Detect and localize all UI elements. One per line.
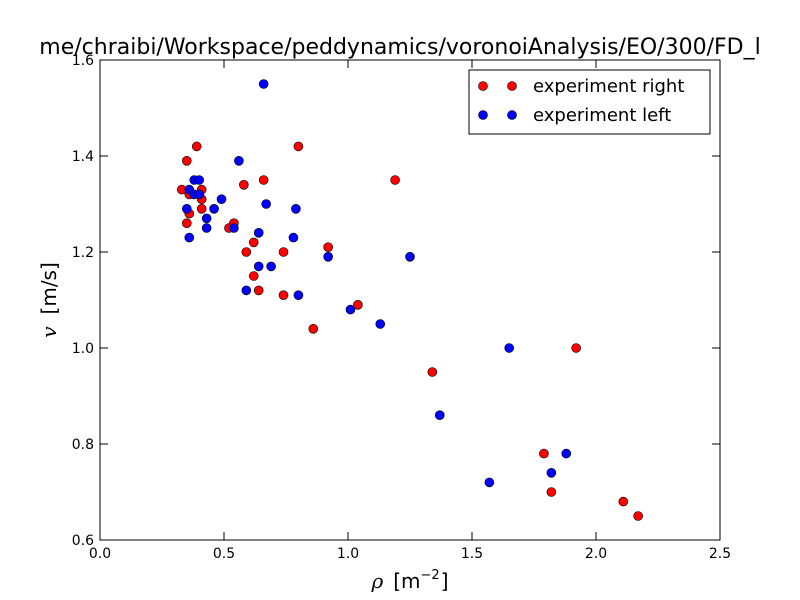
point-experiment-left — [229, 223, 239, 233]
point-experiment-right — [323, 242, 333, 252]
y-tick-label: 1.2 — [72, 245, 94, 261]
point-experiment-right — [308, 323, 319, 334]
point-experiment-right — [278, 290, 289, 301]
legend-marker-left-b — [507, 110, 517, 120]
y-tick-label: 1.4 — [72, 149, 94, 165]
point-experiment-left — [288, 232, 299, 243]
point-experiment-right — [241, 247, 252, 257]
point-experiment-left — [201, 213, 212, 224]
legend-marker-right-a — [478, 81, 488, 91]
point-experiment-left — [258, 79, 269, 89]
point-experiment-right — [253, 285, 264, 296]
point-experiment-left — [216, 194, 227, 204]
point-experiment-left — [234, 156, 244, 166]
point-experiment-right — [191, 141, 202, 152]
point-experiment-right — [571, 343, 581, 353]
x-tick-label: 2.5 — [709, 546, 731, 562]
x-tick-label: 1.0 — [337, 546, 359, 562]
legend: experiment right experiment left — [468, 69, 711, 135]
point-experiment-right — [196, 204, 207, 214]
point-experiment-left — [209, 204, 219, 214]
point-experiment-right — [248, 237, 259, 248]
point-experiment-right — [182, 218, 192, 228]
point-experiment-left — [293, 290, 304, 301]
y-axis-symbol: v — [37, 326, 61, 338]
point-experiment-left — [261, 199, 271, 209]
y-tick-label: 0.6 — [72, 533, 94, 549]
point-experiment-left — [194, 175, 204, 185]
x-axis-unit-exponent: −2 — [421, 568, 440, 583]
point-experiment-left — [345, 304, 356, 315]
point-experiment-right — [258, 175, 269, 185]
x-tick-label: 1.5 — [461, 546, 483, 562]
x-axis-label: ρ [m−2] — [370, 568, 448, 593]
point-experiment-left — [546, 467, 557, 478]
plot-frame — [99, 59, 721, 541]
plot-area — [100, 60, 720, 540]
chart-title: me/chraibi/Workspace/peddynamics/voronoi… — [39, 35, 760, 60]
y-axis-unit: [m/s] — [37, 262, 61, 314]
point-experiment-right — [293, 141, 304, 152]
x-axis-unit-close: ] — [441, 569, 449, 593]
point-experiment-right — [633, 511, 643, 521]
point-experiment-left — [184, 232, 195, 243]
point-experiment-right — [546, 487, 557, 497]
point-experiment-left — [434, 410, 445, 421]
point-experiment-left — [182, 204, 192, 214]
data-points — [177, 79, 643, 521]
legend-frame — [468, 69, 711, 135]
point-experiment-left — [194, 189, 204, 200]
y-tick-label: 1.6 — [72, 53, 94, 69]
x-tick-label: 0.5 — [213, 546, 235, 562]
x-axis-unit-open: [m — [393, 569, 420, 593]
point-experiment-left — [201, 223, 212, 233]
point-experiment-left — [291, 204, 301, 214]
point-experiment-left — [561, 448, 572, 459]
x-axis-symbol: ρ — [370, 569, 383, 593]
y-tick-label: 1.0 — [72, 341, 94, 357]
point-experiment-right — [248, 271, 259, 281]
x-tick-label: 2.0 — [585, 546, 607, 562]
point-experiment-right — [427, 367, 438, 377]
legend-marker-right-b — [507, 81, 517, 91]
point-experiment-left — [484, 477, 495, 488]
y-tick-label: 0.8 — [72, 437, 94, 453]
point-experiment-left — [504, 343, 515, 353]
y-axis-label: v [m/s] — [37, 262, 61, 338]
point-experiment-right — [182, 156, 192, 166]
point-experiment-right — [390, 175, 400, 185]
point-experiment-left — [323, 251, 333, 262]
point-experiment-right — [278, 247, 289, 257]
point-experiment-left — [266, 261, 276, 272]
point-experiment-left — [253, 261, 264, 272]
x-tick-label: 0.0 — [89, 546, 111, 562]
legend-marker-left-a — [478, 110, 488, 120]
point-experiment-right — [539, 448, 549, 459]
point-experiment-right — [353, 299, 363, 310]
point-experiment-left — [375, 319, 386, 329]
legend-label-experiment-left: experiment left — [533, 105, 671, 126]
point-experiment-right — [618, 496, 629, 507]
point-experiment-left — [253, 228, 264, 238]
axis-ticks: 0.0 0.5 1.0 1.5 2.0 2.5 0.6 0.8 1.0 1.2 1.4 1.6 — [72, 53, 731, 562]
legend-label-experiment-right: experiment right — [533, 76, 684, 97]
point-experiment-right — [239, 180, 249, 190]
point-experiment-left — [405, 251, 415, 262]
point-experiment-left — [241, 285, 252, 296]
